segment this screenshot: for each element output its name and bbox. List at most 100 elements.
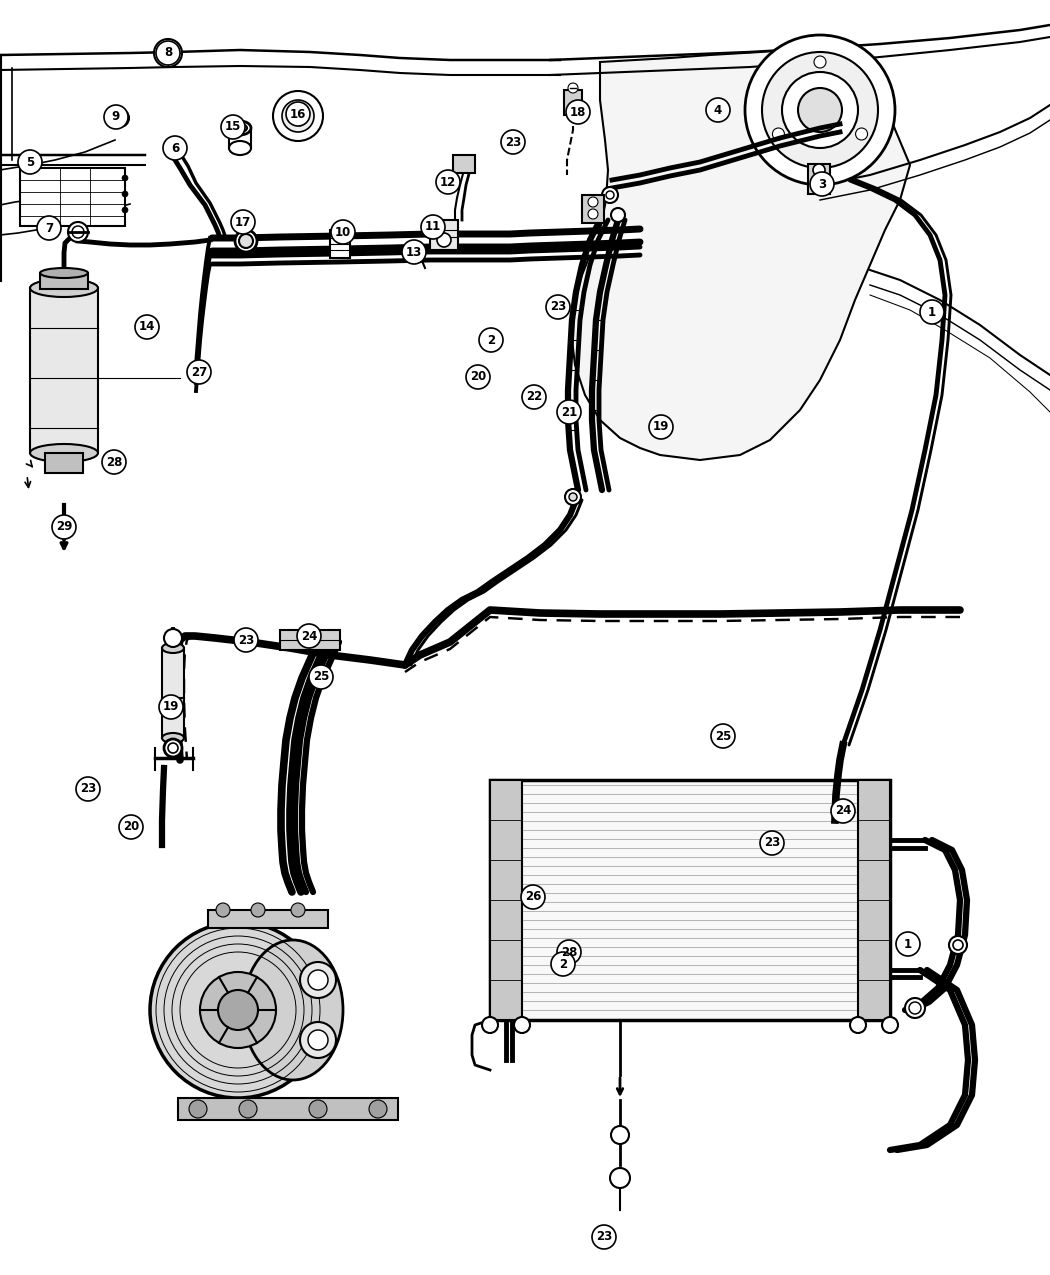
Text: 21: 21 [561, 405, 578, 418]
Circle shape [156, 41, 180, 65]
Circle shape [234, 629, 258, 652]
Circle shape [76, 776, 100, 801]
Circle shape [565, 490, 581, 505]
Circle shape [466, 365, 490, 389]
Circle shape [909, 1002, 921, 1014]
Bar [330, 230, 350, 258]
Circle shape [514, 1017, 530, 1033]
Circle shape [831, 799, 855, 822]
Circle shape [68, 222, 88, 242]
Circle shape [850, 1017, 866, 1033]
Text: 23: 23 [505, 135, 521, 148]
Circle shape [369, 1100, 387, 1118]
Bar [45, 453, 83, 473]
Circle shape [187, 360, 211, 384]
Text: 23: 23 [596, 1230, 612, 1243]
Text: 18: 18 [570, 106, 586, 119]
Text: 2: 2 [559, 958, 567, 970]
Circle shape [649, 414, 673, 439]
Circle shape [159, 695, 183, 719]
Bar [808, 164, 830, 194]
Bar [564, 91, 582, 115]
Text: 24: 24 [300, 630, 317, 643]
Circle shape [814, 56, 826, 68]
Bar [490, 780, 522, 1020]
Text: 28: 28 [561, 946, 578, 959]
Circle shape [218, 989, 258, 1030]
Ellipse shape [162, 733, 184, 743]
Text: 20: 20 [470, 371, 486, 384]
Text: 16: 16 [290, 107, 307, 121]
Circle shape [282, 99, 314, 133]
Bar [30, 288, 98, 453]
Bar [162, 648, 184, 738]
Circle shape [436, 170, 460, 194]
Bar [280, 630, 340, 650]
Circle shape [200, 972, 276, 1048]
Bar [40, 273, 88, 289]
Circle shape [52, 515, 76, 539]
Ellipse shape [229, 142, 251, 156]
Circle shape [300, 1023, 336, 1058]
Circle shape [189, 1100, 207, 1118]
Circle shape [414, 244, 426, 256]
Text: 23: 23 [80, 783, 97, 796]
Text: 19: 19 [163, 700, 180, 714]
Circle shape [251, 903, 265, 917]
Text: 17: 17 [235, 215, 251, 228]
Text: 14: 14 [139, 320, 155, 334]
Bar [430, 221, 458, 250]
Ellipse shape [243, 940, 343, 1080]
Text: 7: 7 [45, 222, 54, 235]
Circle shape [706, 98, 730, 122]
Text: 23: 23 [238, 634, 254, 646]
Text: 11: 11 [425, 221, 441, 233]
Circle shape [116, 113, 125, 122]
Text: 22: 22 [526, 390, 542, 403]
Bar [20, 168, 125, 226]
Bar [582, 195, 604, 223]
Text: 4: 4 [714, 103, 722, 116]
Circle shape [556, 400, 581, 425]
Circle shape [122, 207, 128, 213]
Text: 1: 1 [928, 306, 936, 319]
Circle shape [239, 1100, 257, 1118]
Text: 10: 10 [335, 226, 351, 238]
Text: 25: 25 [313, 671, 330, 683]
Circle shape [501, 130, 525, 154]
Ellipse shape [30, 279, 98, 297]
Circle shape [746, 34, 895, 185]
Circle shape [216, 903, 230, 917]
Circle shape [588, 198, 598, 207]
Circle shape [72, 226, 84, 238]
Circle shape [773, 128, 784, 140]
Circle shape [104, 105, 128, 129]
Circle shape [566, 99, 590, 124]
Circle shape [164, 629, 182, 646]
Circle shape [421, 215, 445, 238]
Text: 23: 23 [550, 301, 566, 314]
Circle shape [856, 128, 867, 140]
Circle shape [102, 450, 126, 474]
Circle shape [437, 233, 451, 247]
Circle shape [163, 136, 187, 159]
Circle shape [813, 164, 825, 176]
Circle shape [546, 295, 570, 319]
Circle shape [762, 52, 878, 168]
Circle shape [920, 300, 944, 324]
Text: 13: 13 [406, 246, 422, 259]
Circle shape [482, 1017, 498, 1033]
Circle shape [331, 221, 355, 244]
Circle shape [606, 191, 614, 199]
Circle shape [235, 230, 257, 252]
Bar [490, 780, 890, 1020]
Ellipse shape [40, 268, 88, 278]
Circle shape [522, 385, 546, 409]
Circle shape [588, 209, 598, 219]
Circle shape [813, 176, 825, 187]
Circle shape [953, 940, 963, 950]
Circle shape [610, 1168, 630, 1188]
Text: 28: 28 [106, 455, 122, 468]
Polygon shape [572, 46, 910, 460]
Circle shape [882, 1017, 898, 1033]
